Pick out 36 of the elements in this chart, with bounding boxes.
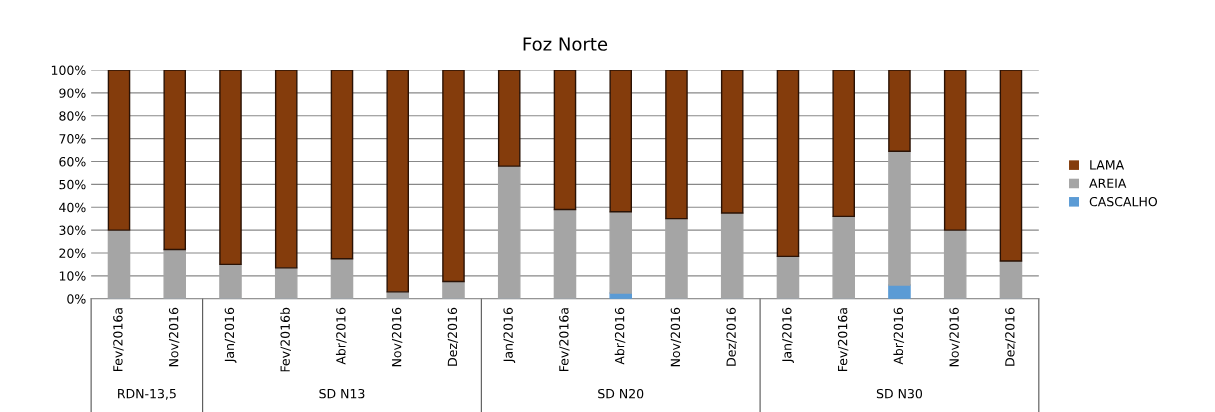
y-tick-label: 30% (59, 225, 86, 236)
chart-title: Foz Norte (523, 37, 608, 51)
y-tick-label: 10% (59, 271, 86, 281)
y-tick-label: 90% (59, 88, 86, 98)
text: SD N13 (319, 388, 365, 399)
x-tick-label: Abr/2016 (614, 307, 626, 365)
y-tick-label: 50% (59, 179, 86, 190)
x-tick-label: Nov/2016 (391, 307, 403, 367)
x-tick-label: Nov/2016 (168, 307, 180, 367)
x-tick-label: Nov/2016 (670, 307, 682, 367)
y-tick-label: 40% (59, 202, 86, 213)
x-tick-label: Abr/2016 (893, 307, 905, 365)
x-tick-label: Fev/2016b (280, 307, 291, 372)
x-tick-label: Fev/2016a (837, 308, 849, 372)
text: SD N30 (876, 388, 923, 399)
text: SD N20 (598, 388, 644, 399)
text: RDN-13,5 (118, 388, 176, 400)
legend-label: AREIA (1089, 178, 1127, 188)
x-tick-label: Fev/2016a (113, 308, 124, 372)
x-tick-label: Dez/2016 (1005, 307, 1016, 366)
x-tick-label: Nov/2016 (949, 307, 960, 367)
legend-label: LAMA (1090, 160, 1125, 170)
y-tick-label: 70% (59, 134, 86, 144)
y-tick-label: 100% (51, 65, 86, 75)
x-tick-label: Jan/2016 (503, 307, 516, 363)
x-tick-label: Jan/2016 (224, 307, 237, 363)
x-tick-label: Dez/2016 (447, 307, 459, 366)
y-tick-label: 0% (67, 294, 86, 304)
x-tick-label: Fev/2016a (559, 308, 570, 372)
x-tick-label: Dez/2016 (726, 307, 737, 366)
x-tick-label: Jan/2016 (782, 307, 794, 363)
y-tick-label: 60% (59, 156, 86, 167)
y-tick-label: 80% (59, 111, 86, 121)
x-tick-label: Abr/2016 (335, 307, 347, 365)
legend-label: CASCALHO (1089, 196, 1158, 207)
y-tick-label: 20% (59, 248, 86, 258)
